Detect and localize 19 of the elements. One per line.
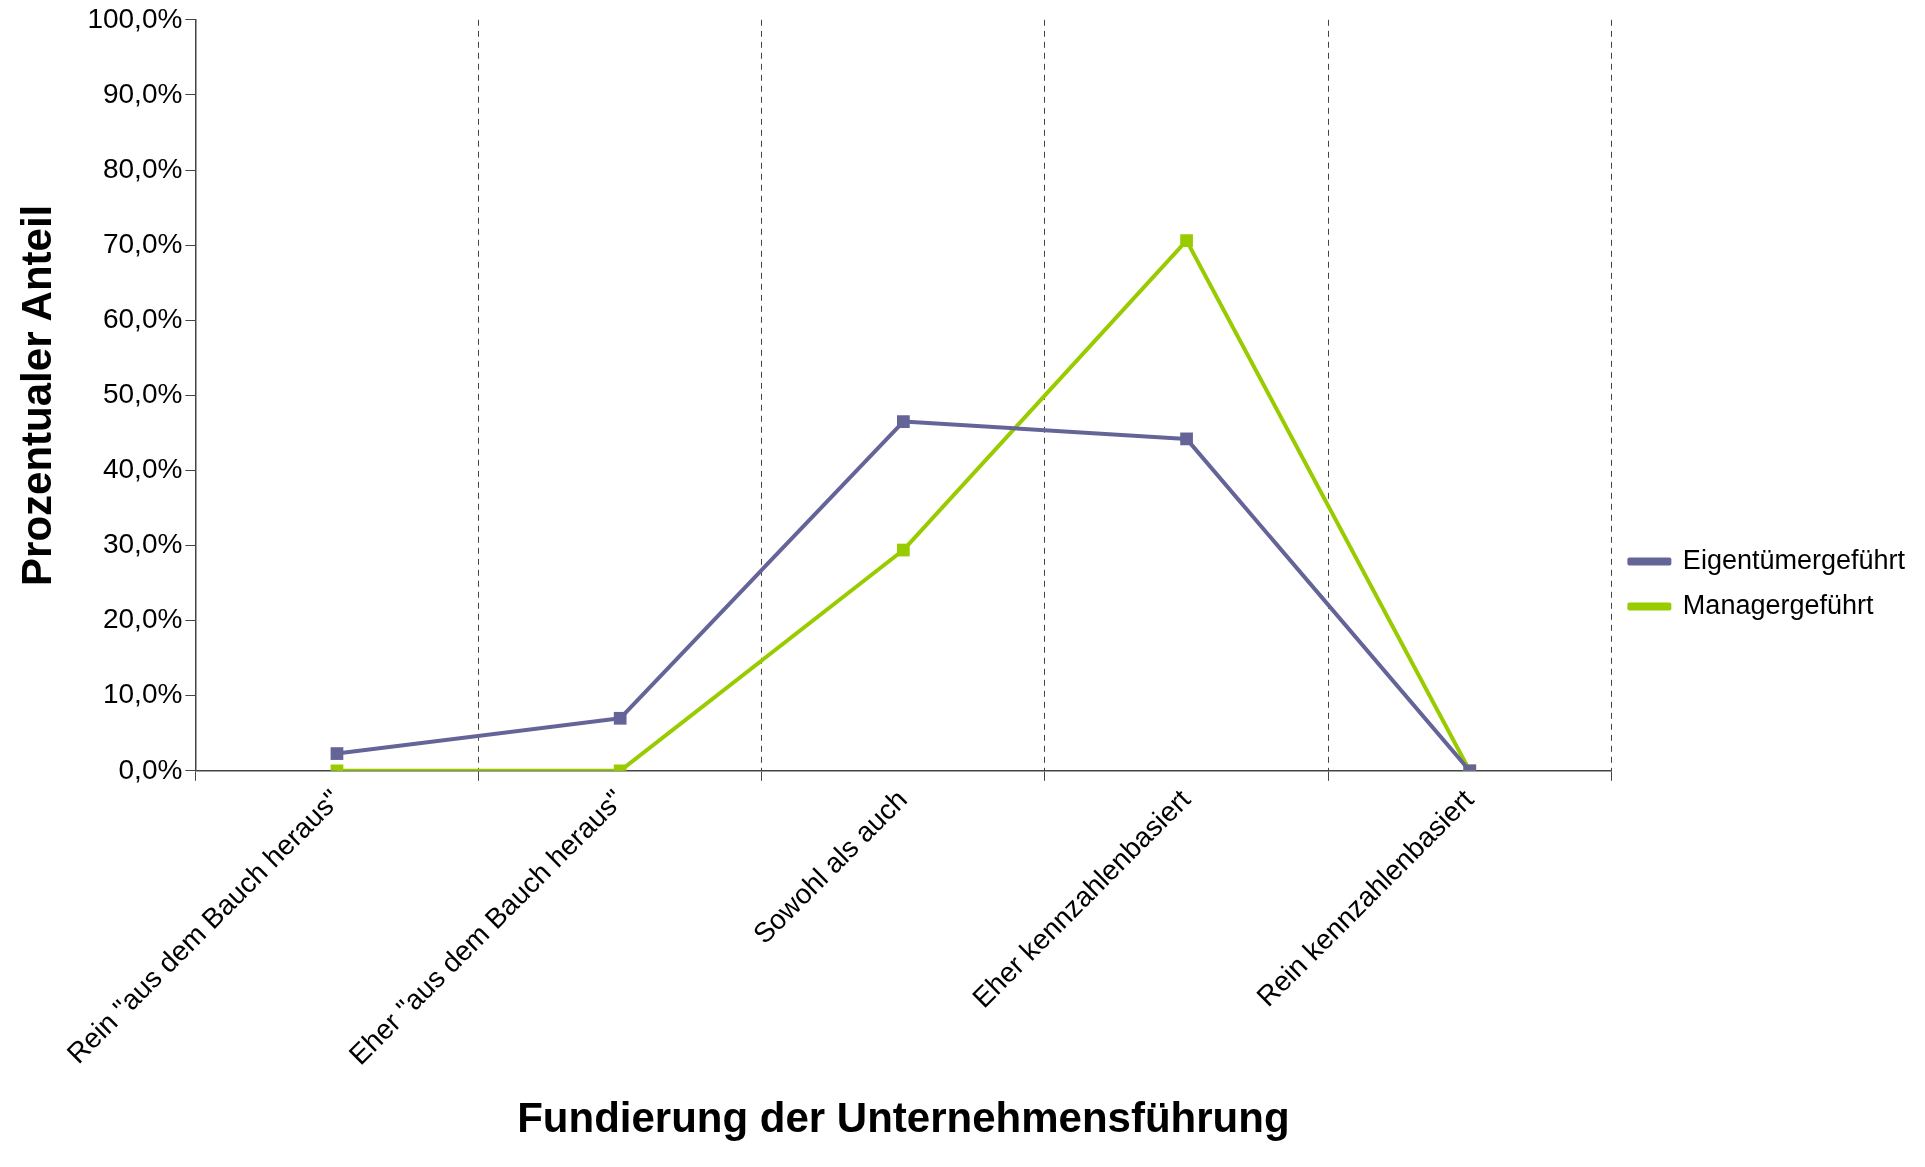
y-tick-label: 20,0% bbox=[102, 603, 183, 635]
point bbox=[897, 415, 910, 428]
y-axis-title: Prozentualer Anteil bbox=[12, 204, 60, 586]
legend-label: Eigentümergeführt bbox=[1682, 544, 1906, 575]
legend-label: Managergeführt bbox=[1682, 589, 1874, 620]
y-tick-label: 80,0% bbox=[102, 152, 183, 184]
point bbox=[897, 543, 910, 557]
point bbox=[1180, 432, 1193, 446]
x-axis-title: Fundierung der Unternehmensführung bbox=[517, 1094, 1290, 1142]
point bbox=[1180, 234, 1193, 247]
y-tick-label: 40,0% bbox=[102, 453, 183, 485]
y-tick-label: 30,0% bbox=[102, 528, 183, 560]
y-tick-label: 100,0% bbox=[87, 2, 183, 34]
y-tick-label: 60,0% bbox=[102, 302, 183, 334]
y-tick-label: 0,0% bbox=[118, 753, 183, 785]
y-tick-label: 10,0% bbox=[102, 678, 183, 710]
y-tick-label: 70,0% bbox=[102, 227, 183, 259]
y-tick-label: 90,0% bbox=[102, 77, 183, 109]
y-tick-label: 50,0% bbox=[102, 378, 183, 410]
